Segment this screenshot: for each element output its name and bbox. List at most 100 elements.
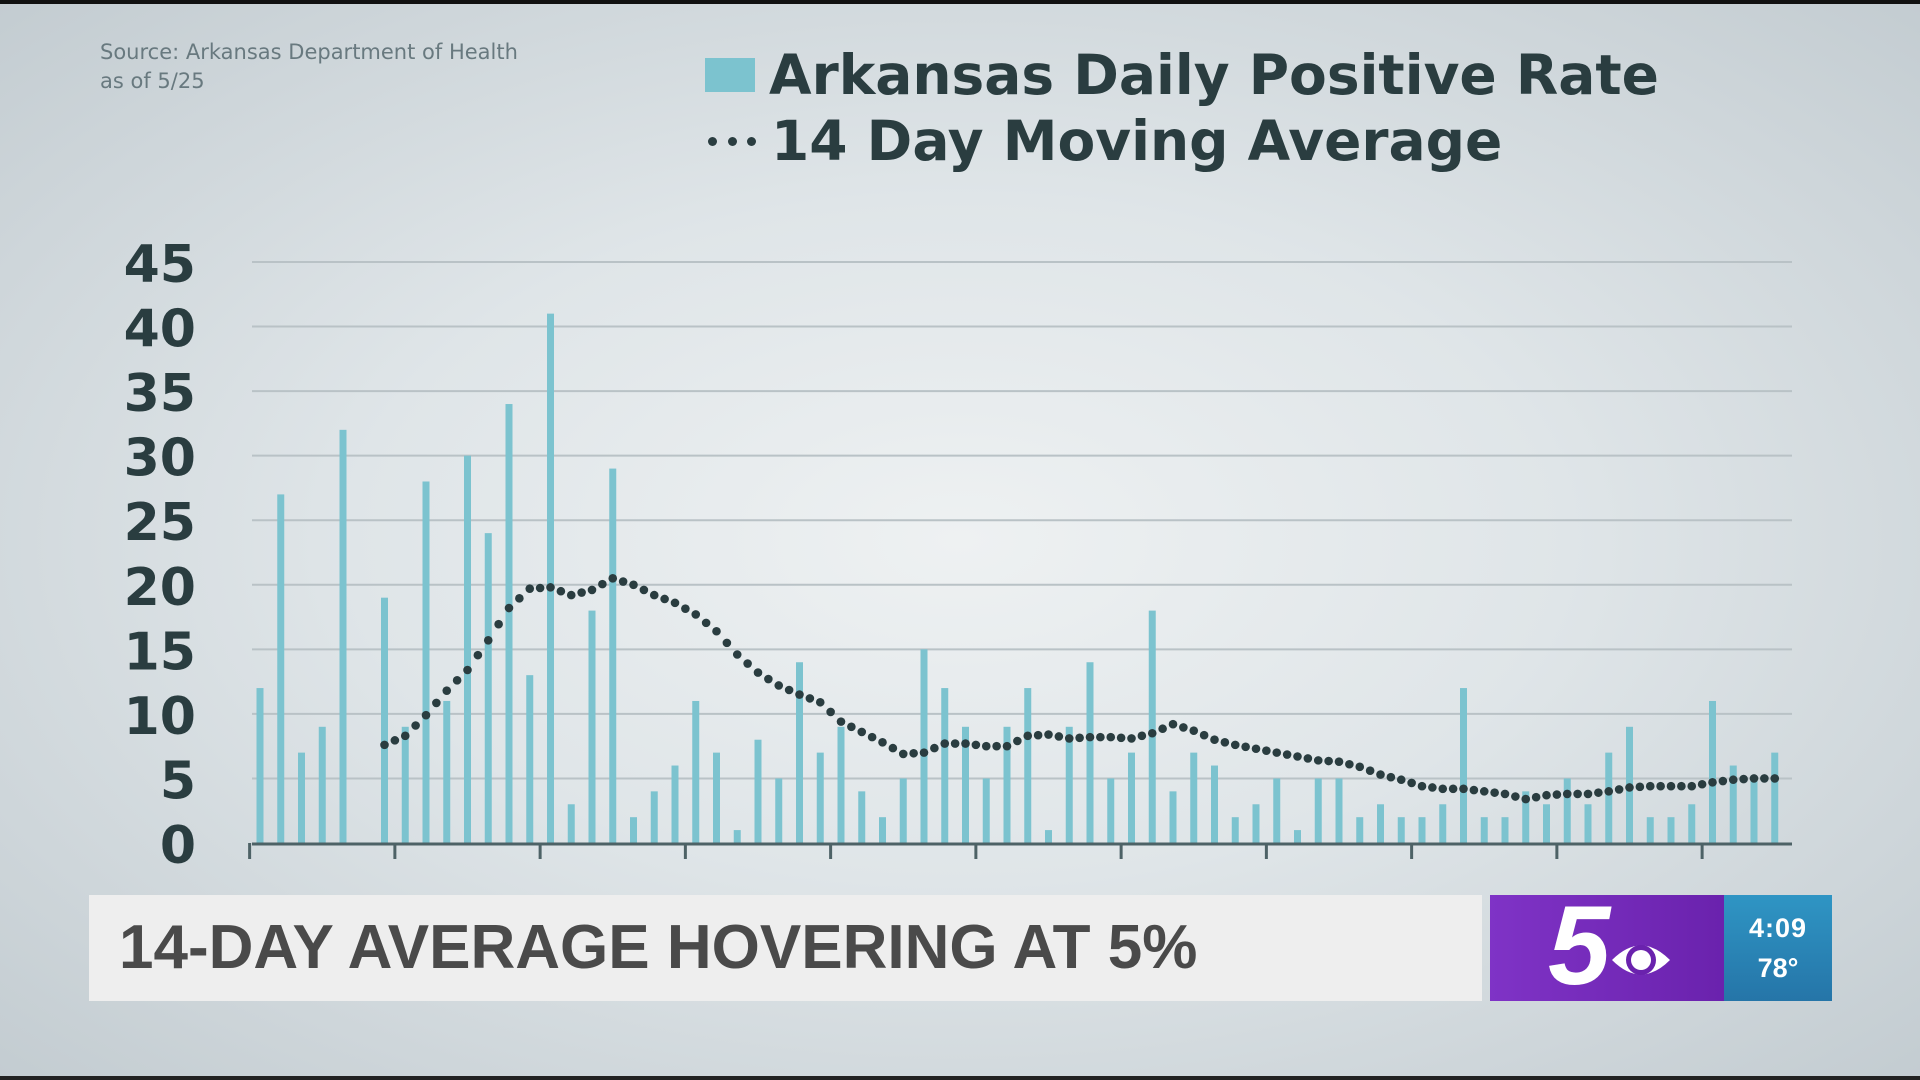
moving-average-point — [1428, 783, 1437, 792]
moving-average-point — [1127, 734, 1136, 743]
daily-rate-bar — [1107, 778, 1115, 843]
moving-average-point — [494, 619, 503, 629]
moving-average-point — [981, 741, 991, 751]
daily-rate-bar — [1501, 817, 1509, 843]
moving-average-point — [1666, 781, 1676, 791]
moving-average-point — [1345, 759, 1354, 769]
moving-average-point — [649, 590, 659, 600]
moving-average-point — [722, 638, 732, 648]
moving-average-point — [535, 583, 545, 593]
daily-rate-bar — [1169, 791, 1177, 843]
lower-third-banner: 14-DAY AVERAGE HOVERING AT 5% — [89, 895, 1482, 1001]
daily-rate-bar — [837, 726, 845, 843]
moving-average-point — [1075, 733, 1084, 743]
daily-rate-bar — [298, 752, 305, 843]
moving-average-point — [1728, 775, 1738, 785]
moving-average-point — [1718, 776, 1728, 786]
moving-average-point — [1303, 754, 1313, 763]
moving-average-point — [795, 690, 804, 699]
moving-average-point — [1479, 787, 1489, 796]
moving-average-point — [380, 740, 389, 750]
moving-average-dots — [380, 574, 1780, 804]
daily-rate-bar — [982, 778, 990, 843]
moving-average-point — [1687, 781, 1697, 791]
daily-rate-bar — [1231, 817, 1239, 843]
frame-bottom-border — [0, 1076, 1920, 1080]
daily-rate-bar — [1605, 752, 1613, 843]
daily-rate-bar — [650, 791, 658, 843]
cbs-eye-icon — [1612, 945, 1670, 975]
daily-rate-bar — [858, 791, 866, 843]
daily-rate-bar — [754, 739, 762, 843]
moving-average-point — [732, 650, 742, 659]
moving-average-point — [1293, 752, 1302, 761]
moving-average-point — [1469, 785, 1479, 795]
y-tick-label: 30 — [124, 429, 196, 489]
moving-average-point — [1708, 778, 1717, 787]
legend-bar-label: Arkansas Daily Positive Rate — [769, 43, 1659, 107]
daily-rate-bar — [941, 688, 949, 843]
moving-average-point — [909, 748, 918, 758]
moving-average-point — [483, 635, 493, 645]
moving-average-point — [1594, 788, 1603, 797]
moving-average-point — [992, 741, 1001, 751]
moving-average-point — [1251, 744, 1261, 754]
daily-rate-bar — [1294, 830, 1301, 843]
moving-average-point — [629, 580, 638, 590]
moving-average-point — [1739, 774, 1748, 784]
daily-rate-bar — [443, 700, 451, 843]
legend-item-bars: Arkansas Daily Positive Rate — [705, 42, 1659, 108]
moving-average-point — [1407, 778, 1416, 788]
moving-average-point — [660, 594, 669, 604]
daily-rate-bar — [1750, 778, 1758, 843]
moving-average-point — [452, 676, 462, 685]
moving-average-point — [1179, 723, 1188, 732]
moving-average-point — [1262, 746, 1271, 755]
moving-average-point — [701, 618, 711, 628]
moving-average-point — [639, 585, 649, 595]
moving-average-point — [1064, 734, 1074, 743]
moving-average-point — [1220, 737, 1230, 747]
daily-rate-bar — [526, 675, 534, 843]
moving-average-point — [826, 707, 835, 717]
daily-rate-bar — [1314, 778, 1322, 843]
moving-average-point — [400, 731, 410, 741]
moving-average-point — [888, 743, 898, 753]
daily-rate-bar — [609, 468, 617, 843]
moving-average-point — [442, 686, 452, 695]
moving-average-point — [1438, 784, 1448, 794]
moving-average-point — [1521, 794, 1531, 804]
moving-average-point — [1459, 784, 1468, 794]
moving-average-point — [1562, 789, 1572, 799]
daily-rate-bar — [256, 688, 264, 843]
moving-average-point — [1189, 726, 1199, 735]
daily-rate-bar — [1460, 688, 1467, 843]
moving-average-point — [1044, 730, 1053, 739]
moving-average-point — [712, 626, 721, 636]
daily-rate-bar — [879, 817, 886, 843]
daily-rate-bar — [630, 817, 637, 843]
daily-rate-bar — [1335, 778, 1343, 843]
moving-average-point — [1334, 757, 1344, 766]
daily-rate-bar — [899, 778, 907, 843]
daily-rate-bar — [505, 404, 513, 843]
daily-rate-bar — [1128, 752, 1135, 843]
daily-rate-bar — [464, 455, 471, 843]
daily-rate-bar — [1397, 817, 1405, 843]
daily-rate-bar — [1148, 610, 1156, 843]
moving-average-point — [1355, 762, 1365, 772]
moving-average-point — [961, 739, 970, 748]
moving-average-point — [421, 710, 431, 720]
daily-rate-bar — [713, 752, 720, 843]
moving-average-point — [1490, 788, 1499, 797]
legend-item-line: 14 Day Moving Average — [705, 108, 1659, 174]
moving-average-point — [1282, 750, 1292, 759]
moving-average-point — [1230, 740, 1240, 750]
daily-rate-bar — [671, 765, 679, 843]
moving-average-point — [1531, 792, 1541, 802]
daily-rate-bar — [1356, 817, 1364, 843]
daily-rate-bar — [1024, 688, 1032, 843]
moving-average-point — [1635, 782, 1645, 792]
moving-average-point — [1033, 730, 1043, 740]
